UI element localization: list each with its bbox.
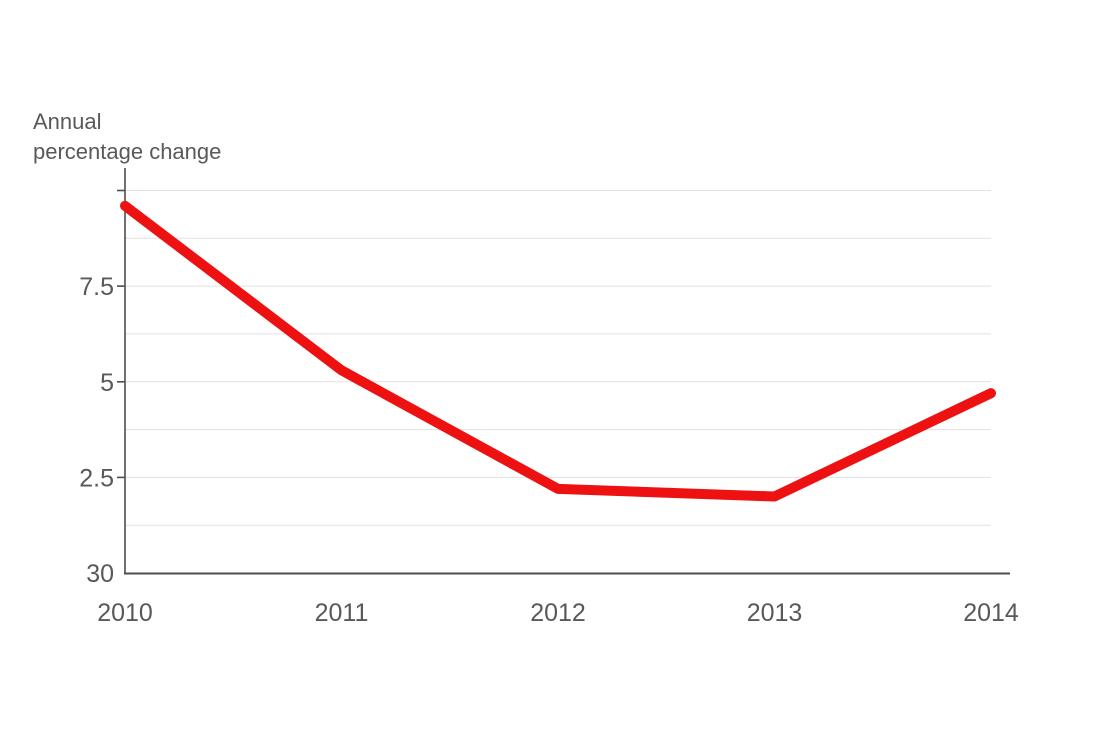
- data-series-group: [120, 200, 996, 502]
- x-tick-label: 2012: [530, 599, 586, 627]
- y-tick-label: 2.5: [79, 464, 114, 492]
- x-tick-label: 2010: [97, 599, 153, 627]
- y-axis-title-line1: Annual: [33, 109, 102, 134]
- y-tick-label: 30: [86, 560, 114, 588]
- y-axis-title: Annual percentage change: [33, 107, 221, 167]
- data-line: [120, 200, 996, 502]
- x-tick-labels-group: 2010 2011 2012 2013 2014: [97, 599, 1019, 627]
- y-tick-labels-group: 7.5 5 2.5 30: [79, 273, 114, 588]
- y-axis-title-line2: percentage change: [33, 139, 222, 164]
- axes-group: [124, 168, 1010, 575]
- x-tick-label: 2014: [963, 599, 1019, 627]
- gridlines-group: [125, 190, 991, 526]
- x-tick-label: 2011: [315, 599, 369, 627]
- y-tick-label: 7.5: [79, 273, 114, 301]
- y-tick-label: 5: [100, 369, 114, 397]
- x-tick-label: 2013: [747, 599, 803, 627]
- y-tick-marks-group: [117, 189, 125, 479]
